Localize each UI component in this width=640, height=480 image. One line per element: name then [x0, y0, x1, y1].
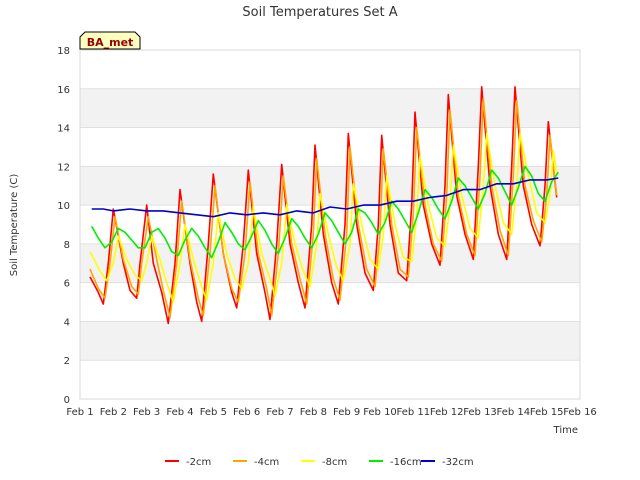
y-tick-label: 0 [64, 395, 70, 406]
x-tick-label: Feb 9 [333, 407, 360, 418]
x-tick-label: Feb 2 [100, 407, 127, 418]
grid-band [80, 166, 580, 206]
legend: -2cm -4cm -8cm -16cm -32cm [165, 457, 474, 468]
x-tick-label: Feb 7 [266, 407, 293, 418]
x-tick-label: Feb 3 [133, 407, 160, 418]
chart-title: Soil Temperatures Set A [242, 5, 397, 20]
x-tick-label: Feb 6 [233, 407, 260, 418]
plot-frame [79, 49, 581, 400]
x-tick-label: Feb 10 [363, 407, 397, 418]
y-tick-label: 16 [57, 85, 70, 96]
series-line-minus-32cm [91, 177, 559, 218]
badge: BA_met [79, 31, 141, 50]
x-tick-label: Feb 13 [463, 407, 497, 418]
grid-band [80, 88, 580, 128]
x-tick-label: Feb 11 [397, 407, 431, 418]
x-axis-label: Time [553, 425, 578, 436]
series-line-minus-16cm [91, 165, 559, 259]
legend-label: -32cm [442, 457, 474, 468]
series-line-minus-4cm [89, 97, 558, 319]
y-tick-label: 18 [57, 46, 70, 57]
grid-band [80, 321, 580, 361]
y-tick-label: 14 [57, 124, 70, 135]
series-line-minus-2cm [89, 86, 558, 325]
y-tick-label: 8 [64, 240, 70, 251]
y-axis-label: Soil Temperature (C) [9, 174, 20, 277]
x-tick-label: Feb 4 [166, 407, 193, 418]
x-tick-label: Feb 1 [66, 407, 93, 418]
x-tick-label: Feb 14 [497, 407, 531, 418]
badge-box [79, 31, 141, 50]
x-tick-label: Feb 8 [300, 407, 327, 418]
x-tick-label: Feb 12 [430, 407, 464, 418]
x-tick-label: Feb 15 [530, 407, 564, 418]
y-tick-label: 4 [64, 317, 70, 328]
legend-label: -4cm [254, 457, 279, 468]
legend-label: -8cm [322, 457, 347, 468]
x-axis-ticks: Feb 1 Feb 2 Feb 3 Feb 4 Feb 5 Feb 6 Feb 7 Feb 8… [66, 407, 596, 418]
series-lines [89, 86, 559, 325]
x-tick-label: Feb 16 [563, 407, 597, 418]
y-tick-label: 2 [64, 356, 70, 367]
y-tick-label: 12 [57, 162, 70, 173]
y-tick-label: 6 [64, 279, 70, 290]
y-tick-label: 10 [57, 201, 70, 212]
series-line-minus-8cm [89, 132, 558, 303]
y-axis-ticks: 0 2 4 6 8 10 12 14 16 18 [57, 46, 70, 406]
legend-label: -2cm [186, 457, 211, 468]
x-tick-label: Feb 5 [200, 407, 227, 418]
legend-label: -16cm [390, 457, 422, 468]
badge-label: BA_met [87, 36, 134, 49]
